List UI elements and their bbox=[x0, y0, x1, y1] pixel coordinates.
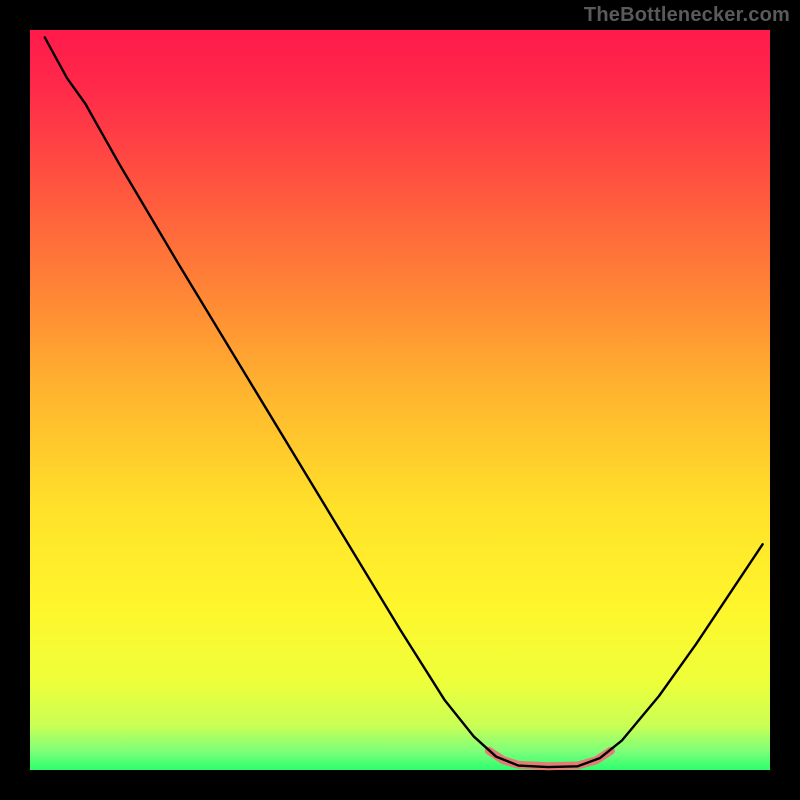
bottleneck-chart bbox=[0, 0, 800, 800]
heat-gradient bbox=[30, 30, 770, 770]
chart-stage: TheBottlenecker.com bbox=[0, 0, 800, 800]
watermark-text: TheBottlenecker.com bbox=[584, 4, 790, 27]
